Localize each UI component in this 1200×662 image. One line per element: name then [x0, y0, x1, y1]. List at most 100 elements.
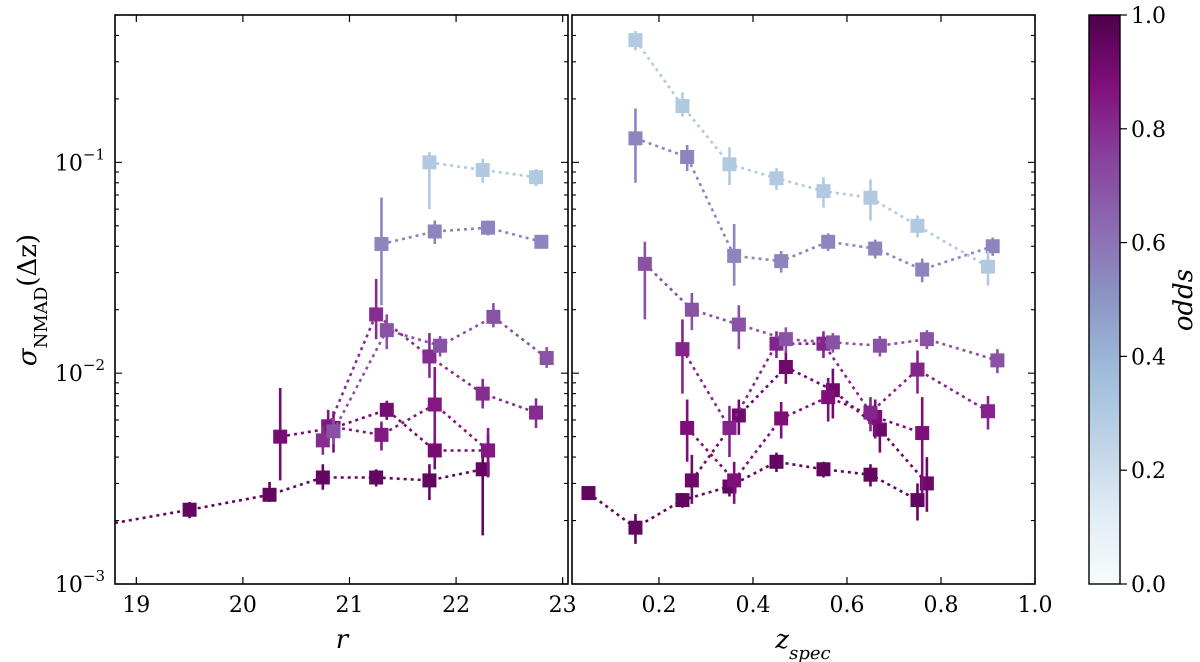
right-series-odds-0-55 — [628, 108, 1000, 286]
data-point — [919, 332, 934, 347]
data-point — [529, 405, 544, 420]
data-point — [769, 171, 784, 186]
data-point — [369, 470, 384, 485]
data-point — [369, 307, 384, 322]
data-point — [273, 429, 288, 444]
left-data-series — [115, 151, 554, 536]
data-point — [863, 190, 878, 205]
left-y-tick-label: 10−3 — [55, 567, 105, 598]
xlabel-z: z — [774, 625, 789, 655]
left-x-tick-label: 20 — [229, 593, 257, 618]
series-line — [279, 408, 489, 452]
colorbar-tick-label: 1.0 — [1131, 4, 1166, 29]
data-point — [637, 256, 652, 271]
left-x-tick-label: 23 — [549, 593, 577, 618]
data-point — [731, 317, 746, 332]
data-point — [774, 254, 789, 269]
data-point — [774, 411, 789, 426]
colorbar: 0.0 0.2 0.4 0.6 0.8 1.0 odds — [1088, 4, 1199, 598]
data-point — [985, 239, 1000, 254]
data-point — [915, 426, 930, 441]
data-point — [727, 473, 742, 488]
data-point — [910, 362, 925, 377]
ylabel-sigma: σ — [13, 347, 43, 366]
data-point — [727, 248, 742, 263]
data-point — [326, 424, 341, 439]
data-point — [684, 302, 699, 317]
left-panel: 19 20 21 22 23 10−3 10−2 10−1 r σNMAD(Δz) — [13, 14, 577, 655]
data-point — [731, 408, 746, 423]
series-line — [381, 226, 542, 246]
left-series-odds-0-95 — [115, 444, 490, 536]
data-point — [475, 162, 490, 177]
data-point — [680, 420, 695, 435]
right-series-odds-0-7 — [637, 241, 1005, 374]
left-series-odds-0-7 — [326, 303, 554, 445]
data-point — [534, 234, 549, 249]
left-series-odds-0-8 — [315, 278, 544, 455]
data-point — [816, 184, 831, 199]
data-point — [872, 338, 887, 353]
colorbar-ticks: 0.0 0.2 0.4 0.6 0.8 1.0 — [1120, 4, 1166, 598]
data-point — [910, 218, 925, 233]
left-y-tick-label: 10−2 — [55, 356, 105, 387]
data-point — [684, 473, 699, 488]
data-point — [374, 236, 389, 251]
data-point — [427, 443, 442, 458]
data-point — [481, 443, 496, 458]
right-x-tick-label: 0.2 — [641, 593, 676, 618]
data-point — [315, 470, 330, 485]
colorbar-tick-label: 0.8 — [1131, 118, 1166, 143]
series-line — [587, 460, 919, 530]
left-y-tick-label: 10−1 — [55, 145, 105, 176]
colorbar-tick-label: 0.0 — [1131, 573, 1166, 598]
data-point — [980, 259, 995, 274]
right-x-tick-label: 0.6 — [829, 593, 864, 618]
data-point — [427, 397, 442, 412]
data-point — [581, 486, 596, 501]
series-line — [327, 402, 489, 452]
series-line — [690, 365, 928, 485]
right-plot-frame — [571, 14, 1036, 585]
data-point — [675, 493, 690, 508]
data-point — [422, 349, 437, 364]
data-point — [182, 502, 197, 517]
data-point — [379, 402, 394, 417]
left-axis-ticks: 19 20 21 22 23 10−3 10−2 10−1 — [55, 14, 577, 618]
data-point — [539, 351, 554, 366]
data-point — [486, 309, 501, 324]
data-point — [475, 462, 490, 477]
right-data-series — [581, 30, 1005, 544]
left-x-tick-label: 21 — [335, 593, 363, 618]
xlabel-subscript: spec — [789, 643, 831, 662]
colorbar-tick-label: 0.6 — [1131, 232, 1166, 257]
right-x-tick-label: 0.8 — [923, 593, 958, 618]
right-series-odds-0-3 — [628, 30, 995, 286]
data-point — [990, 353, 1005, 368]
left-x-tick-label: 22 — [442, 593, 470, 618]
colorbar-label: odds — [1169, 269, 1199, 331]
data-point — [863, 467, 878, 482]
colorbar-gradient — [1088, 14, 1121, 585]
left-plot-frame — [114, 14, 569, 585]
right-series-odds-0-82 — [675, 319, 995, 458]
data-point — [379, 323, 394, 338]
series-line — [686, 395, 923, 483]
ylabel-tail: (Δz) — [13, 234, 43, 287]
data-point — [915, 262, 930, 277]
right-series-odds-0-88 — [680, 377, 930, 504]
data-point — [722, 420, 737, 435]
right-panel: 0.2 0.4 0.6 0.8 1.0 zspec — [571, 14, 1053, 662]
data-point — [628, 33, 643, 48]
data-point — [675, 99, 690, 114]
data-point — [680, 150, 695, 165]
data-point — [821, 234, 836, 249]
data-point — [422, 155, 437, 170]
data-point — [778, 359, 793, 374]
right-x-tick-label: 0.4 — [735, 593, 770, 618]
left-x-axis-label: r — [336, 625, 350, 655]
ylabel-subscript: NMAD — [31, 287, 52, 349]
data-point — [980, 404, 995, 419]
data-point — [475, 386, 490, 401]
colorbar-tick-label: 0.4 — [1131, 345, 1166, 370]
